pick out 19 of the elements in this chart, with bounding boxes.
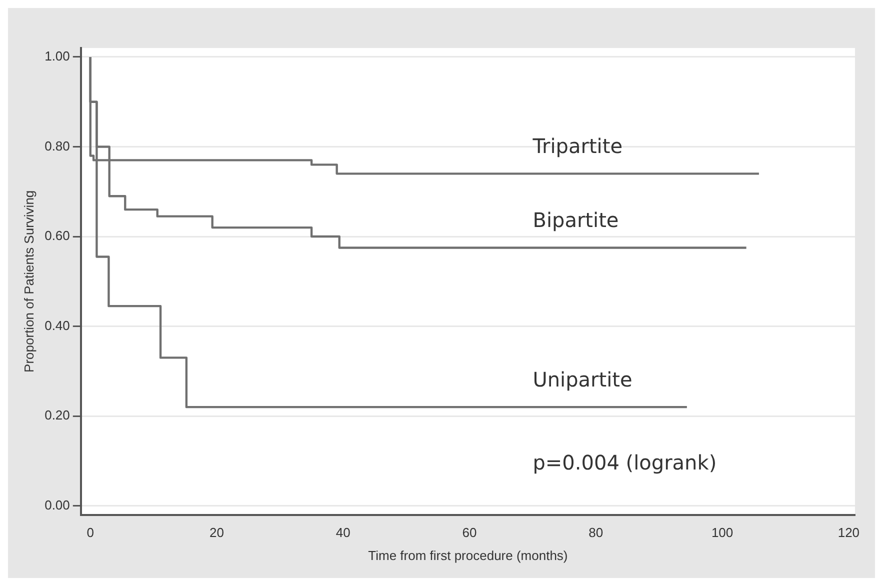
series-label: Unipartite	[532, 367, 632, 392]
x-tick-label: 40	[336, 525, 350, 540]
x-tick-label: 120	[838, 525, 860, 540]
x-tick-label: 80	[588, 525, 604, 540]
y-tick-label: 1.00	[44, 48, 70, 64]
y-tick-label: 0.00	[44, 497, 70, 512]
y-axis-title: Proportion of Patients Surviving	[21, 190, 36, 372]
y-tick-label: 0.80	[44, 138, 70, 154]
series-label: Tripartite	[532, 134, 623, 158]
x-tick-label: 0	[86, 525, 94, 540]
annotation: p=0.004 (logrank)	[532, 450, 717, 475]
x-tick-label: 20	[210, 525, 224, 540]
x-tick-label: 60	[462, 525, 477, 540]
x-axis-title: Time from first procedure (months)	[368, 548, 568, 563]
y-tick-label: 0.20	[44, 408, 70, 423]
series-label: Bipartite	[532, 208, 619, 232]
y-tick-label: 0.40	[44, 318, 70, 333]
y-tick-label: 0.60	[44, 228, 70, 244]
x-tick-label: 100	[711, 525, 734, 540]
